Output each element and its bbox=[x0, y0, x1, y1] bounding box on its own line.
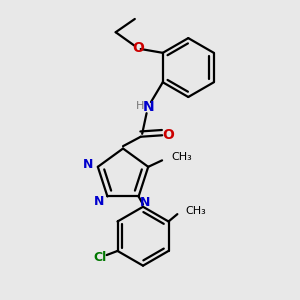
Text: CH₃: CH₃ bbox=[185, 206, 206, 216]
Text: CH₃: CH₃ bbox=[171, 152, 192, 162]
Text: O: O bbox=[132, 41, 144, 56]
Text: O: O bbox=[162, 128, 174, 142]
Text: H: H bbox=[136, 101, 144, 111]
Text: N: N bbox=[143, 100, 155, 114]
Text: N: N bbox=[83, 158, 94, 171]
Text: N: N bbox=[94, 195, 104, 208]
Text: N: N bbox=[140, 196, 150, 209]
Text: Cl: Cl bbox=[93, 251, 106, 264]
